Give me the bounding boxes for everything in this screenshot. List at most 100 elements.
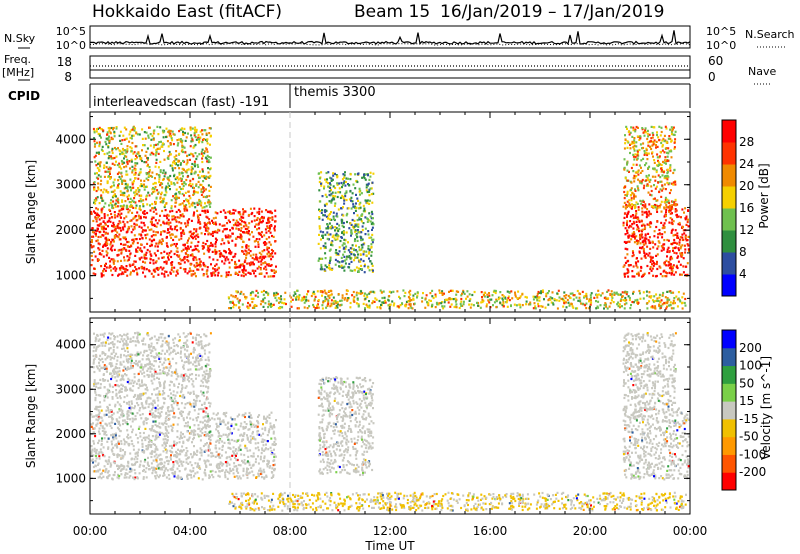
scatter-cell [186,159,189,162]
scatter-cell [540,305,543,308]
scatter-cell [188,237,191,240]
scatter-cell [164,448,167,451]
scatter-cell [126,472,129,475]
scatter-cell [631,250,634,253]
scatter-cell [563,291,566,294]
scatter-cell [204,265,207,268]
scatter-cell [303,306,306,309]
scatter-cell [209,185,212,188]
scatter-cell [649,225,652,229]
scatter-cell [650,295,653,298]
scatter-cell [132,181,135,185]
scatter-cell [648,252,651,255]
scatter-cell [201,206,204,209]
scatter-cell [152,259,155,262]
scatter-cell [168,251,171,255]
scatter-cell [631,135,634,138]
scatter-cell [637,240,640,243]
region-late-high-patches [622,125,677,210]
scatter-cell [637,273,640,276]
scatter-cell [549,296,552,299]
scatter-cell [207,415,210,418]
scatter-cell [131,141,134,145]
scatter-cell [186,161,189,164]
scatter-cell [149,258,152,261]
scatter-cell [389,303,392,306]
scatter-cell [328,261,331,265]
scatter-cell [681,233,684,236]
scatter-cell [112,200,115,203]
scatter-cell [180,222,183,225]
scatter-cell [454,300,457,303]
scatter-cell [197,240,200,244]
scatter-cell [662,160,664,163]
scatter-cell [436,303,439,306]
scatter-cell [661,227,664,230]
scatter-cell [195,275,197,278]
scatter-cell [245,246,248,249]
scatter-cell [650,147,653,151]
scatter-cell [95,454,97,458]
scatter-cell [332,215,335,218]
scatter-cell [168,231,171,234]
scatter-cell [626,224,628,227]
scatter-cell [155,158,158,161]
scatter-cell [190,241,193,244]
scatter-cell [184,268,187,271]
scatter-cell [200,204,203,207]
scatter-cell [139,197,142,200]
scatter-cell [180,162,182,165]
scatter-cell [200,201,203,204]
scatter-cell [641,228,644,231]
scatter-cell [171,218,174,221]
scatter-cell [640,182,643,185]
scatter-cell [132,240,135,243]
scatter-cell [259,303,262,306]
scatter-cell [626,232,629,235]
colorbar-swatch [722,142,736,165]
scatter-cell [486,295,489,299]
scatter-cell [650,269,653,272]
colorbar-tick-label: 4 [739,267,747,281]
scatter-cell [329,257,332,260]
scatter-cell [107,157,110,160]
scatter-cell [636,154,639,157]
scatter-cell [165,135,167,139]
scatter-cell [671,257,674,260]
scatter-cell [336,183,339,186]
scatter-cell [247,232,250,235]
scatter-cell [334,226,337,229]
scatter-cell [245,296,248,299]
scatter-cell [193,172,196,175]
scatter-cell [585,307,588,310]
scatter-cell [270,305,272,308]
scatter-cell [115,437,118,440]
scatter-cell [647,232,650,235]
scatter-cell [205,175,208,178]
scatter-cell [175,176,178,179]
scatter-cell [160,242,163,246]
scatter-cell [356,214,359,217]
scatter-cell [122,266,125,269]
scatter-cell [611,296,614,299]
scatter-cell [185,207,188,210]
scatter-cell [138,189,141,192]
scatter-cell [642,187,645,190]
scatter-cell [227,274,230,277]
scatter-cell [109,260,112,263]
scatter-cell [259,458,262,461]
scatter-cell [362,222,365,225]
scatter-cell [95,234,97,237]
scatter-cell [267,229,270,233]
scatter-cell [261,447,264,450]
scatter-cell [647,254,650,257]
scatter-cell [184,183,187,186]
scatter-cell [671,204,674,207]
scatter-cell [326,231,329,234]
scatter-cell [186,272,189,275]
scatter-cell [352,205,355,208]
scatter-cell [140,266,143,269]
scatter-cell [244,210,247,213]
scatter-cell [489,298,491,301]
scatter-cell [623,158,626,161]
